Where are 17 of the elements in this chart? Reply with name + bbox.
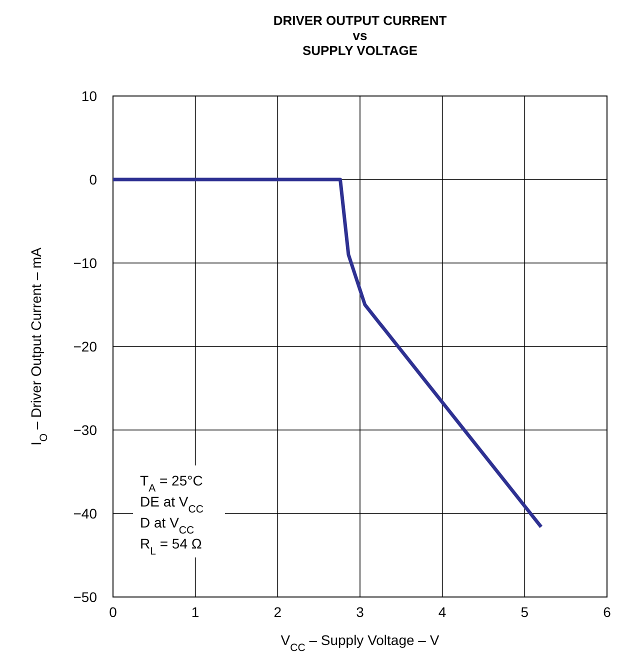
y-tick-label: −40 (73, 506, 98, 522)
chart-title: DRIVER OUTPUT CURRENT vs SUPPLY VOLTAGE (273, 13, 447, 58)
y-tick-label: −30 (73, 422, 98, 438)
x-tick-label: 3 (356, 604, 364, 620)
x-tick-label: 2 (274, 604, 282, 620)
y-tick-label: 0 (89, 172, 98, 188)
y-tick-label: −50 (73, 589, 98, 605)
x-tick-label: 6 (603, 604, 612, 620)
y-tick-label: 10 (81, 88, 98, 104)
y-tick-label: −10 (73, 255, 98, 271)
x-tick-label: 5 (520, 604, 529, 620)
x-axis-title: V$_{CC}$ – Supply Voltage – V (280, 632, 440, 654)
y-tick-label: −20 (73, 338, 98, 354)
x-tick-label: 4 (438, 604, 446, 620)
x-tick-label: 1 (191, 604, 200, 620)
x-tick-label: 0 (109, 604, 118, 620)
text: T$_{A}$ = 25°C DE at V$_{CC}$ D at V$_{CC}$ R$_{L}$ = 54 Ω (140, 472, 204, 558)
